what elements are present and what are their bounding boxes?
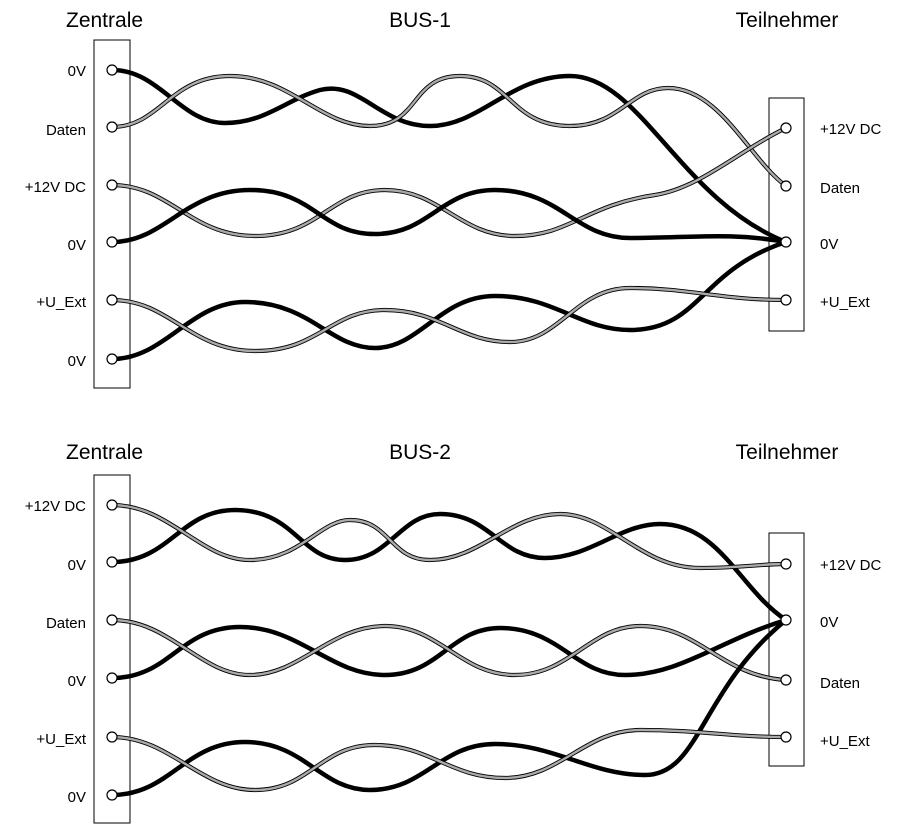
bus2-right-terminal: [780, 674, 792, 686]
bus1-left-pin-label: 0V: [68, 353, 86, 370]
bus1-wire-12v: [110, 126, 788, 238]
bus1-wire-daten: [110, 74, 788, 188]
bus1-teilnehmer-terminal-block: [768, 97, 805, 332]
bus1-right-terminal: [780, 236, 792, 248]
bus1-left-pin-label: Daten: [46, 122, 86, 139]
bus2-left-terminal: [106, 614, 118, 626]
bus1-left-pin-label: 0V: [68, 63, 86, 80]
bus2-pair-3: [109, 617, 789, 798]
bus2-right-pin-label: Daten: [820, 675, 860, 692]
bus1-left-pin-label: +U_Ext: [36, 294, 86, 311]
bus2-left-terminal: [106, 789, 118, 801]
bus2-right-terminal: [780, 731, 792, 743]
bus2-left-pin-label: 0V: [68, 557, 86, 574]
bus1-zentrale-terminal-block: [93, 39, 131, 389]
bus2-zentrale-terminal-block: [93, 474, 131, 824]
bus2-left-terminal: [106, 731, 118, 743]
bus2-left-pin-label: 0V: [68, 789, 86, 806]
bus1-pair-2: [109, 125, 789, 245]
bus2-pair-1: [109, 502, 789, 623]
bus1-wire-12v-outline: [109, 125, 789, 239]
bus2-left-pin-label: +U_Ext: [36, 731, 86, 748]
bus2-wire-12v: [110, 503, 788, 570]
bus2-wire-0v-1: [109, 507, 789, 623]
bus2-pair-2: [109, 617, 789, 683]
bus1-right-pin-label: Daten: [820, 180, 860, 197]
bus2-wire-0v-2: [109, 617, 789, 681]
bus1-right-terminal: [780, 122, 792, 134]
bus2-wire-daten: [110, 618, 788, 682]
bus2-left-pin-label: +12V DC: [25, 498, 86, 515]
bus1-right-pin-label: 0V: [820, 236, 838, 253]
bus2-right-pin-label: +U_Ext: [820, 733, 870, 750]
bus2-right-pin-label: 0V: [820, 614, 838, 631]
bus1-wire-0v-2: [109, 187, 789, 245]
bus2-teilnehmer-title: Teilnehmer: [736, 441, 839, 464]
bus1-wire-0v-1: [109, 67, 789, 245]
bus1-left-terminal: [106, 294, 118, 306]
bus2-right-pin-label: +12V DC: [820, 557, 881, 574]
bus2-title: BUS-2: [389, 441, 451, 464]
bus2-right-terminal: [780, 614, 792, 626]
bus2-zentrale-title: Zentrale: [66, 441, 143, 464]
bus1-left-terminal: [106, 353, 118, 365]
bus1-wire-uext-outline: [109, 285, 789, 354]
bus2-wire-uext-outline: [109, 727, 789, 793]
bus2-section: Zentrale BUS-2 Teilnehmer +12V DC 0V Dat…: [25, 441, 881, 824]
bus1-wire-daten-outline: [109, 73, 789, 189]
bus1-right-terminal: [780, 180, 792, 192]
bus1-section: Zentrale BUS-1 Teilnehmer 0V Daten +12V …: [25, 9, 881, 389]
bus1-zentrale-title: Zentrale: [66, 9, 143, 32]
bus2-teilnehmer-terminal-block: [768, 532, 805, 767]
bus2-left-pin-label: 0V: [68, 673, 86, 690]
bus2-right-terminal: [780, 558, 792, 570]
bus2-wire-uext: [110, 728, 788, 792]
bus1-right-terminal: [780, 294, 792, 306]
bus1-left-terminal: [106, 179, 118, 191]
bus1-right-pin-label: +12V DC: [820, 121, 881, 138]
bus1-teilnehmer-title: Teilnehmer: [736, 9, 839, 32]
bus1-left-pin-label: +12V DC: [25, 179, 86, 196]
bus2-left-terminal: [106, 672, 118, 684]
bus1-left-pin-label: 0V: [68, 237, 86, 254]
bus1-right-pin-label: +U_Ext: [820, 294, 870, 311]
bus1-left-terminal: [106, 121, 118, 133]
bus1-pair-1: [109, 67, 789, 245]
bus1-pair-3: [109, 239, 789, 362]
bus1-left-terminal: [106, 64, 118, 76]
bus1-title: BUS-1: [389, 9, 451, 32]
bus2-left-pin-label: Daten: [46, 615, 86, 632]
bus2-left-terminal: [106, 556, 118, 568]
bus1-left-terminal: [106, 236, 118, 248]
bus1-wire-uext: [110, 286, 788, 353]
bus2-left-terminal: [106, 499, 118, 511]
